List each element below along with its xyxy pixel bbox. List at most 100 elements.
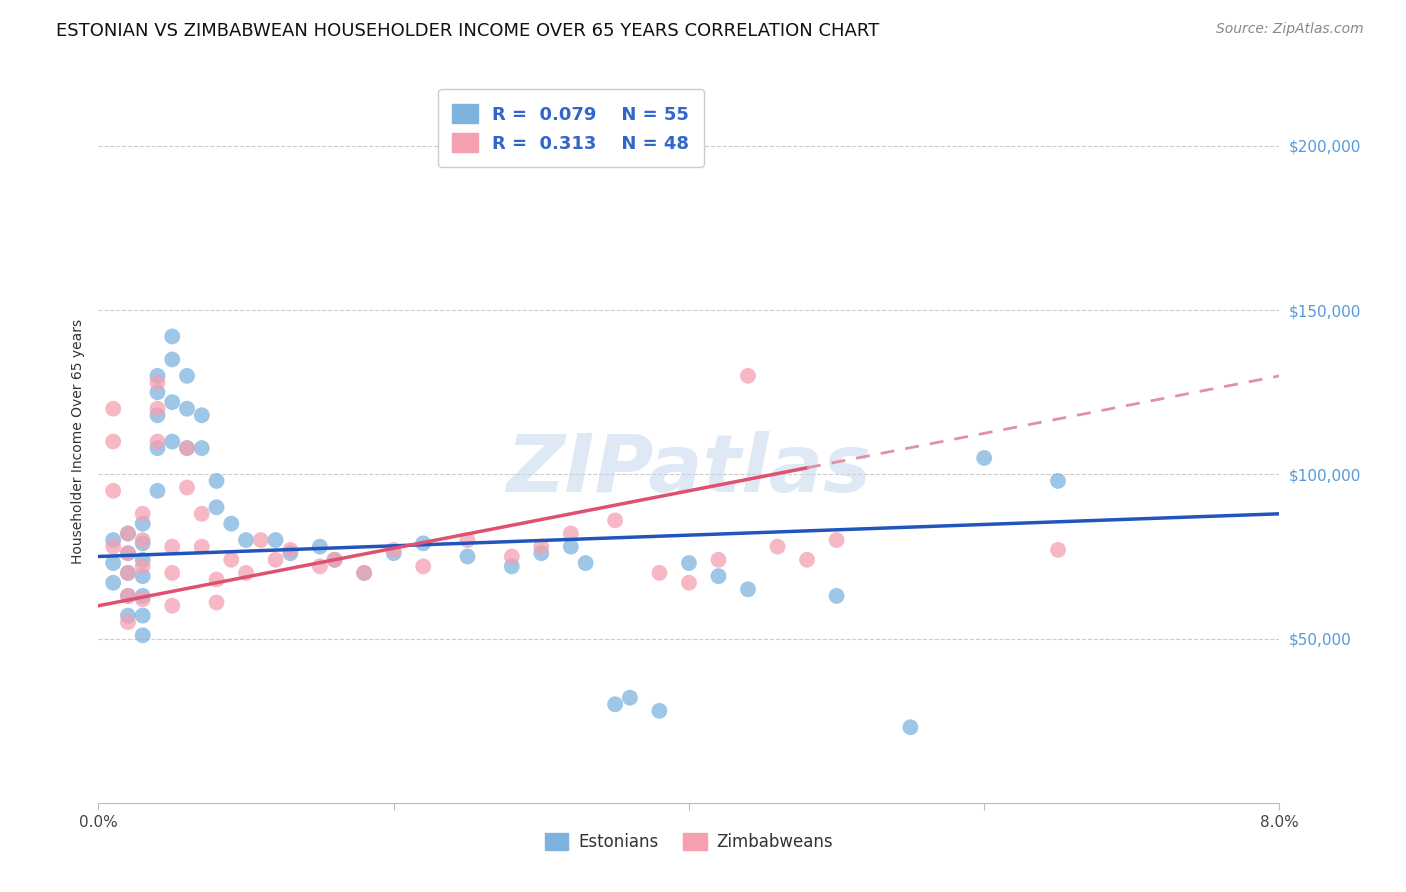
Point [412,559,434,574]
Point [132,628,155,642]
Point [132,569,155,583]
Point [737,368,759,383]
Point [205,573,228,587]
Point [146,434,169,449]
Point [382,546,405,560]
Point [117,546,139,560]
Point [162,329,183,343]
Point [117,566,139,580]
Point [707,553,730,567]
Point [205,595,228,609]
Point [605,698,627,712]
Point [575,556,598,570]
Point [678,575,700,590]
Point [103,575,125,590]
Point [117,615,139,630]
Point [412,536,434,550]
Point [530,546,553,560]
Point [176,401,198,416]
Point [605,513,627,527]
Point [146,376,169,390]
Point [530,540,553,554]
Text: ZIPatlas: ZIPatlas [506,432,872,509]
Point [117,589,139,603]
Point [707,569,730,583]
Point [132,553,155,567]
Point [264,553,287,567]
Point [235,566,257,580]
Point [796,553,818,567]
Point [191,540,214,554]
Point [132,608,155,623]
Point [250,533,273,547]
Point [280,542,302,557]
Point [146,368,169,383]
Point [162,566,183,580]
Point [132,533,155,547]
Point [900,720,922,734]
Point [1046,542,1070,557]
Point [146,385,169,400]
Text: Source: ZipAtlas.com: Source: ZipAtlas.com [1216,22,1364,37]
Point [205,500,228,515]
Point [132,516,155,531]
Point [457,549,479,564]
Point [766,540,789,554]
Point [162,434,183,449]
Point [501,549,523,564]
Point [176,481,198,495]
Point [103,401,125,416]
Point [176,441,198,455]
Point [117,566,139,580]
Point [146,409,169,423]
Point [309,540,332,554]
Text: ESTONIAN VS ZIMBABWEAN HOUSEHOLDER INCOME OVER 65 YEARS CORRELATION CHART: ESTONIAN VS ZIMBABWEAN HOUSEHOLDER INCOM… [56,22,880,40]
Point [309,559,332,574]
Point [280,546,302,560]
Point [103,533,125,547]
Point [176,441,198,455]
Point [648,566,671,580]
Point [353,566,375,580]
Point [191,507,214,521]
Point [737,582,759,597]
Point [235,533,257,547]
Point [678,556,700,570]
Point [132,592,155,607]
Point [146,401,169,416]
Point [103,540,125,554]
Point [117,526,139,541]
Point [146,483,169,498]
Point [132,536,155,550]
Point [162,540,183,554]
Point [191,441,214,455]
Point [103,483,125,498]
Point [146,441,169,455]
Point [103,556,125,570]
Point [132,507,155,521]
Point [560,526,582,541]
Point [619,690,641,705]
Point [221,553,243,567]
Point [353,566,375,580]
Point [191,409,214,423]
Point [501,559,523,574]
Point [323,553,346,567]
Point [162,599,183,613]
Point [382,542,405,557]
Point [103,434,125,449]
Point [221,516,243,531]
Point [1046,474,1070,488]
Point [132,559,155,574]
Point [323,553,346,567]
Point [162,352,183,367]
Point [825,533,848,547]
Point [648,704,671,718]
Point [132,589,155,603]
Point [973,450,995,465]
Point [205,474,228,488]
Point [162,395,183,409]
Point [264,533,287,547]
Point [117,546,139,560]
Point [117,526,139,541]
